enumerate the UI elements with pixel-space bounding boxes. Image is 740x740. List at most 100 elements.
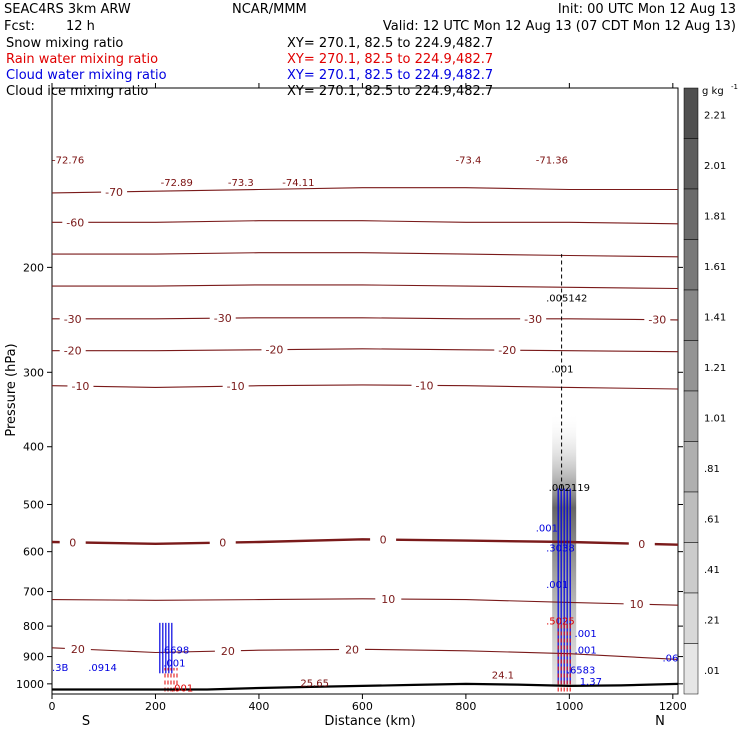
x-axis-left-end-label: S xyxy=(82,714,90,729)
colorbar-label: .81 xyxy=(704,464,720,475)
colorbar-label: 1.21 xyxy=(704,363,726,374)
contour-value-label: .001 xyxy=(551,364,573,375)
axes: 0 200 400 600 800 1000 12002003004005006007008… xyxy=(16,83,687,713)
isotherm-label-bg xyxy=(628,537,655,550)
contour-value-label: 24.1 xyxy=(492,671,514,682)
isotherm-label-bg xyxy=(59,344,86,357)
colorbar-bin xyxy=(683,188,699,240)
isotherm-label-bg xyxy=(411,379,438,392)
isotherm--20 xyxy=(52,348,678,353)
isotherm-label: 20 xyxy=(71,643,85,656)
legend-entry-name: Cloud water mixing ratio xyxy=(6,68,167,83)
colorbar-bin xyxy=(683,87,699,139)
colorbar-label: 1.81 xyxy=(704,211,726,222)
isotherm-label-bg xyxy=(261,343,288,356)
legend-entry-name: Snow mixing ratio xyxy=(6,36,123,51)
isotherm-0 xyxy=(52,538,678,546)
isotherm-label: -30 xyxy=(524,313,542,326)
isotherm-label: -20 xyxy=(498,344,516,357)
contour-value-label: 25.65 xyxy=(300,678,329,689)
isotherm--10 xyxy=(52,384,678,390)
contour-value-label: .0696 xyxy=(662,654,691,665)
isotherm-label: -10 xyxy=(71,380,89,393)
isotherm-label: 10 xyxy=(381,593,395,606)
isotherm-label: -20 xyxy=(64,345,82,358)
isotherm-label: -70 xyxy=(105,186,123,199)
fcst-value: 12 h xyxy=(66,19,95,34)
y-tick-label: 700 xyxy=(23,586,44,599)
x-tick-label: 1200 xyxy=(659,700,687,713)
isotherm-label-bg xyxy=(623,598,650,611)
isotherm-label-bg xyxy=(209,536,236,549)
contour-value-label: -73.3 xyxy=(228,178,254,189)
contour-value-label: .5025 xyxy=(546,616,575,627)
y-tick-label: 300 xyxy=(23,366,44,379)
isotherm-label: 20 xyxy=(345,643,359,656)
legend-entry-name: Cloud ice mixing ratio xyxy=(6,84,148,99)
contour-value-label: 1.37 xyxy=(580,677,602,688)
contour-value-label: .001 xyxy=(575,629,597,640)
colorbar-bin xyxy=(683,340,699,392)
isotherm-label: 0 xyxy=(219,537,226,550)
isotherm-label: 20 xyxy=(221,645,235,658)
colorbar-label: 1.41 xyxy=(704,312,726,323)
legend-entry-name: Rain water mixing ratio xyxy=(6,52,158,67)
colorbar: 2.21 2.01 1.81 1.61 1.41 1.21 1.01 .81 .61 .41 .21… xyxy=(683,87,726,695)
isotherm-label-bg xyxy=(644,313,671,326)
contour-value-label: .0914 xyxy=(88,663,117,674)
colorbar-unit: g kg xyxy=(702,86,724,97)
y-tick-label: 900 xyxy=(23,651,44,664)
isotherm--50 xyxy=(52,252,678,258)
colorbar-bin xyxy=(683,592,699,644)
contour-value-label: .3B xyxy=(52,663,69,674)
isotherm-label-bg xyxy=(214,644,241,657)
legend-entry-xy: XY= 270.1, 82.5 to 224.9,482.7 xyxy=(287,84,493,99)
contour-value-label: .001 xyxy=(163,658,185,669)
isotherm--40 xyxy=(52,284,678,290)
colorbar-bin xyxy=(683,289,699,341)
colorbar-bin xyxy=(683,138,699,190)
center-title: NCAR/MMM xyxy=(232,2,307,17)
legend-entry-xy: XY= 270.1, 82.5 to 224.9,482.7 xyxy=(287,36,493,51)
colorbar-bin xyxy=(683,441,699,493)
colorbar-label: .61 xyxy=(704,514,720,525)
x-tick-label: 1000 xyxy=(555,700,583,713)
contour-value-label: .001 xyxy=(546,580,568,591)
isotherm-label-bg xyxy=(101,185,128,198)
x-tick-label: 400 xyxy=(248,700,269,713)
colorbar-label: .21 xyxy=(704,615,720,626)
contour-value-label: -71.36 xyxy=(536,156,568,167)
legend: Snow mixing ratio XY= 270.1, 82.5 to 224.… xyxy=(6,36,493,99)
isotherm--70 xyxy=(52,187,678,194)
colorbar-unit-exponent: -1 xyxy=(731,83,738,91)
isotherm-label: -30 xyxy=(648,314,666,327)
y-tick-label: 200 xyxy=(23,261,44,274)
colorbar-bin xyxy=(683,643,699,695)
colorbar-bin xyxy=(683,491,699,543)
model-title: SEAC4RS 3km ARW xyxy=(4,2,131,17)
colorbar-bin xyxy=(683,390,699,442)
isotherm-label: -60 xyxy=(66,216,84,229)
colorbar-label: 2.21 xyxy=(704,110,726,121)
isotherm-label-bg xyxy=(494,344,521,357)
isotherm-label: 10 xyxy=(630,598,644,611)
isotherm-label: -20 xyxy=(265,344,283,357)
contour-value-label: -73.4 xyxy=(456,156,482,167)
plot-frame xyxy=(51,87,679,695)
isotherm--60 xyxy=(52,220,678,225)
y-tick-label: 800 xyxy=(23,620,44,633)
isotherm-label-bg xyxy=(67,380,94,393)
y-tick-label: 500 xyxy=(23,498,44,511)
isotherm-label-bg xyxy=(339,643,366,656)
colorbar-label: 1.61 xyxy=(704,262,726,273)
init-time: Init: 00 UTC Mon 12 Aug 13 xyxy=(558,2,736,17)
isotherm-label: 0 xyxy=(69,536,76,549)
colorbar-label: .01 xyxy=(704,666,720,677)
colorbar-label: 1.01 xyxy=(704,413,726,424)
x-tick-label: 600 xyxy=(352,700,373,713)
isotherm-label-bg xyxy=(520,312,547,325)
isotherm-label-bg xyxy=(59,312,86,325)
contour-value-label: .6583 xyxy=(567,665,596,676)
